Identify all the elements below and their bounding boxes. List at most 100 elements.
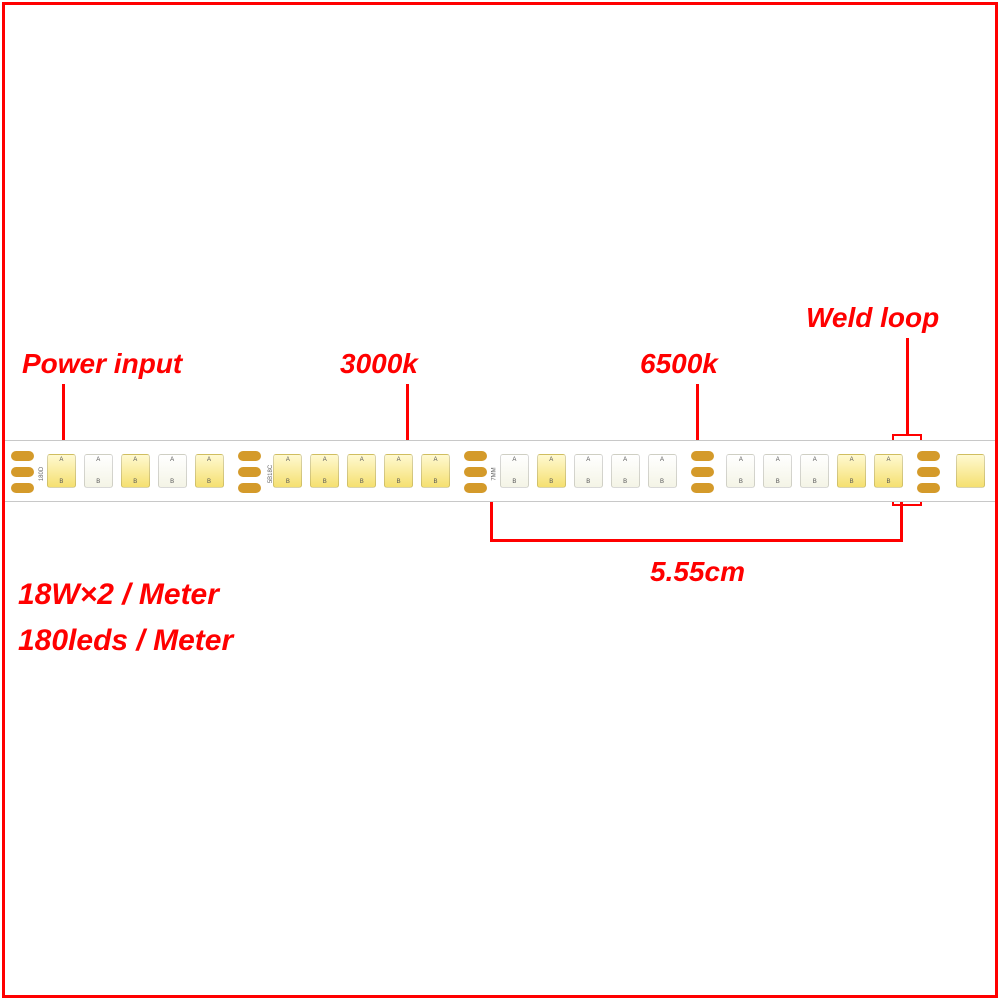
pcb-mark: B: [397, 479, 401, 485]
pcb-mark: B: [96, 479, 100, 485]
solder-pad: [464, 451, 487, 461]
pcb-mark: B: [549, 479, 553, 485]
solder-pad-group: [458, 441, 492, 501]
led-cool: AB: [648, 454, 677, 488]
pcb-mark: A: [170, 457, 174, 463]
solder-pad: [917, 483, 940, 493]
pcb-mark: B: [660, 479, 664, 485]
pcb-mark: A: [397, 457, 401, 463]
led-warm: AB: [837, 454, 866, 488]
callout-3000k: [406, 384, 409, 444]
label-6500k: 6500k: [640, 348, 718, 380]
solder-pad: [11, 483, 34, 493]
pcb-mark: B: [512, 479, 516, 485]
led-cool: AB: [800, 454, 829, 488]
solder-pad: [238, 467, 261, 477]
led-segment: 180D AB AB AB AB AB: [39, 441, 232, 501]
led-cool: AB: [763, 454, 792, 488]
led-cool: AB: [158, 454, 187, 488]
solder-pad: [464, 467, 487, 477]
solder-pad: [238, 451, 261, 461]
solder-pad: [917, 467, 940, 477]
led-warm: AB: [195, 454, 224, 488]
pcb-text: 7MM: [492, 467, 498, 480]
pcb-mark: B: [286, 479, 290, 485]
label-spec-leds: 180leds / Meter: [18, 624, 233, 658]
solder-pad: [11, 467, 34, 477]
callout-6500k: [696, 384, 699, 444]
solder-pad: [464, 483, 487, 493]
pcb-mark: B: [776, 479, 780, 485]
pcb-mark: B: [813, 479, 817, 485]
pcb-mark: A: [739, 457, 743, 463]
pcb-mark: A: [323, 457, 327, 463]
pcb-mark: B: [623, 479, 627, 485]
callout-power-input: [62, 384, 65, 444]
led-warm: AB: [874, 454, 903, 488]
pcb-mark: A: [586, 457, 590, 463]
pcb-mark: B: [323, 479, 327, 485]
solder-pad-group: [685, 441, 719, 501]
led-warm: AB: [121, 454, 150, 488]
led-warm: AB: [273, 454, 302, 488]
led-warm: AB: [421, 454, 450, 488]
pcb-mark: B: [739, 479, 743, 485]
solder-pad-group: [232, 441, 266, 501]
led-warm: AB: [347, 454, 376, 488]
led-strip: 180D AB AB AB AB AB 5B18C AB AB AB AB AB…: [5, 440, 995, 502]
pcb-mark: A: [512, 457, 516, 463]
pcb-mark: B: [59, 479, 63, 485]
pcb-mark: B: [850, 479, 854, 485]
led-segment: [945, 441, 995, 501]
pcb-mark: B: [586, 479, 590, 485]
label-3000k: 3000k: [340, 348, 418, 380]
pcb-mark: A: [207, 457, 211, 463]
pcb-mark: A: [434, 457, 438, 463]
pcb-mark: A: [360, 457, 364, 463]
pcb-mark: A: [286, 457, 290, 463]
pcb-mark: A: [813, 457, 817, 463]
solder-pad: [238, 483, 261, 493]
solder-pad: [691, 451, 714, 461]
led-warm: AB: [310, 454, 339, 488]
pcb-mark: A: [549, 457, 553, 463]
dimension-hline: [490, 539, 903, 542]
pcb-mark: A: [776, 457, 780, 463]
label-weld-loop: Weld loop: [806, 302, 939, 334]
callout-weld-loop: [906, 338, 909, 434]
label-spec-wattage: 18W×2 / Meter: [18, 578, 219, 612]
pcb-mark: B: [170, 479, 174, 485]
pcb-mark: A: [887, 457, 891, 463]
pcb-mark: A: [850, 457, 854, 463]
dimension-tick-right: [900, 502, 903, 542]
pcb-mark: A: [59, 457, 63, 463]
pcb-mark: A: [96, 457, 100, 463]
led-warm: AB: [47, 454, 76, 488]
led-warm: [956, 454, 985, 488]
solder-pad: [917, 451, 940, 461]
label-dimension: 5.55cm: [650, 556, 745, 588]
led-cool: AB: [500, 454, 529, 488]
solder-pad: [11, 451, 34, 461]
pcb-text: 180D: [39, 467, 45, 481]
dimension-tick-left: [490, 502, 493, 542]
solder-pad: [691, 483, 714, 493]
led-cool: AB: [611, 454, 640, 488]
solder-pad-group: [911, 441, 945, 501]
pcb-mark: B: [360, 479, 364, 485]
pcb-mark: A: [133, 457, 137, 463]
led-warm: AB: [384, 454, 413, 488]
label-power-input: Power input: [22, 348, 182, 380]
led-cool: AB: [84, 454, 113, 488]
led-cool: AB: [574, 454, 603, 488]
led-segment: AB AB AB AB AB: [719, 441, 912, 501]
solder-pad: [691, 467, 714, 477]
led-warm: AB: [537, 454, 566, 488]
pcb-mark: B: [133, 479, 137, 485]
led-cool: AB: [726, 454, 755, 488]
pcb-mark: B: [887, 479, 891, 485]
solder-pad-group: [5, 441, 39, 501]
led-segment: 7MM AB AB AB AB AB: [492, 441, 685, 501]
pcb-mark: B: [434, 479, 438, 485]
pcb-mark: A: [623, 457, 627, 463]
